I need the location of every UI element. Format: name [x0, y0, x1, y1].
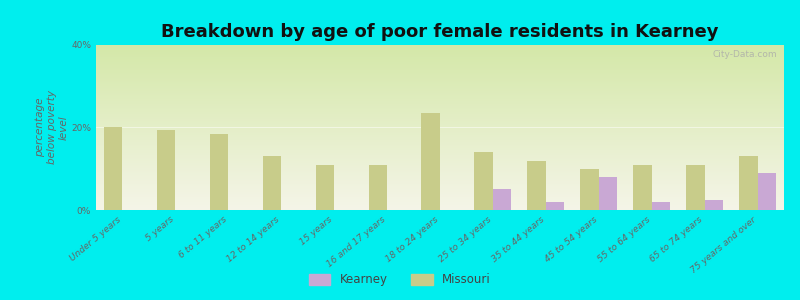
Bar — [546, 202, 564, 210]
Bar — [422, 113, 440, 210]
Bar — [493, 189, 511, 210]
Bar — [104, 128, 122, 210]
Legend: Kearney, Missouri: Kearney, Missouri — [305, 269, 495, 291]
Bar — [705, 200, 723, 210]
Y-axis label: percentage
below poverty
level: percentage below poverty level — [35, 91, 68, 164]
Bar — [316, 165, 334, 210]
Bar — [739, 156, 758, 210]
Bar — [758, 173, 776, 210]
Bar — [527, 160, 546, 210]
Bar — [598, 177, 618, 210]
Title: Breakdown by age of poor female residents in Kearney: Breakdown by age of poor female resident… — [162, 23, 718, 41]
Bar — [580, 169, 598, 210]
Bar — [633, 165, 652, 210]
Bar — [474, 152, 493, 210]
Bar — [262, 156, 282, 210]
Text: City-Data.com: City-Data.com — [713, 50, 777, 59]
Bar — [210, 134, 228, 210]
Bar — [369, 165, 387, 210]
Bar — [686, 165, 705, 210]
Bar — [157, 130, 175, 210]
Bar — [652, 202, 670, 210]
